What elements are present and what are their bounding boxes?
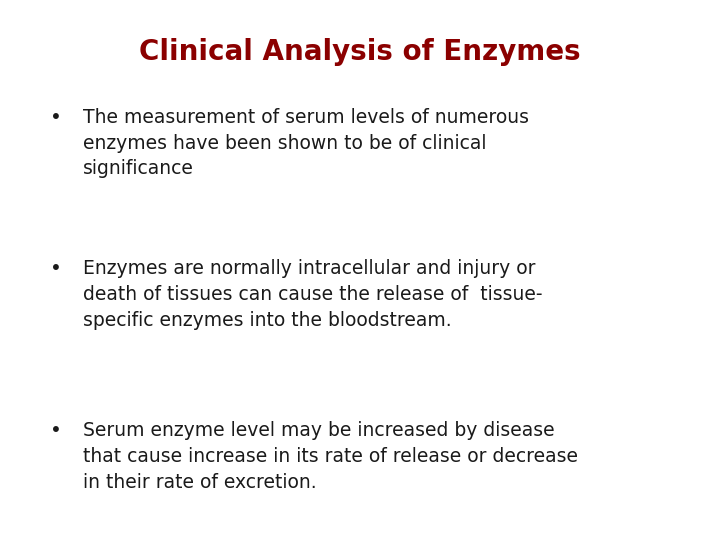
Text: Serum enzyme level may be increased by disease
that cause increase in its rate o: Serum enzyme level may be increased by d… xyxy=(83,421,577,492)
Text: •: • xyxy=(50,259,62,278)
Text: •: • xyxy=(50,108,62,127)
Text: •: • xyxy=(50,421,62,440)
Text: The measurement of serum levels of numerous
enzymes have been shown to be of cli: The measurement of serum levels of numer… xyxy=(83,108,528,179)
Text: Enzymes are normally intracellular and injury or
death of tissues can cause the : Enzymes are normally intracellular and i… xyxy=(83,259,542,330)
Text: Clinical Analysis of Enzymes: Clinical Analysis of Enzymes xyxy=(139,38,581,66)
